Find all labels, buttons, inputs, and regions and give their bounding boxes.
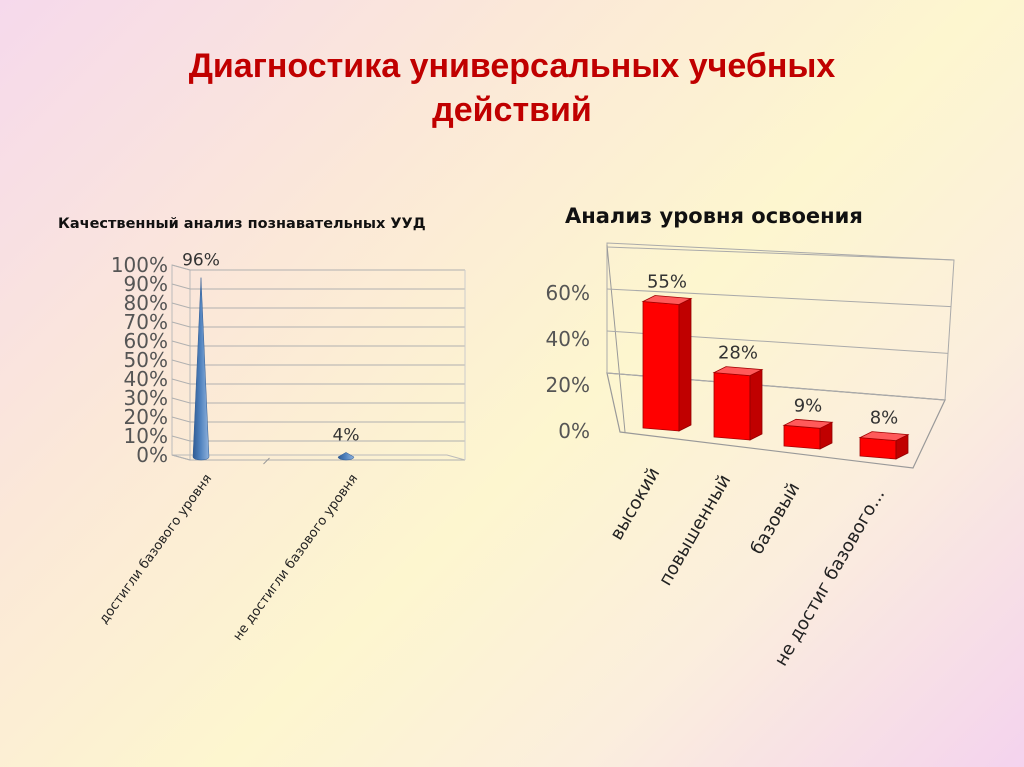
gridline — [171, 340, 465, 347]
y-tick-label: 40% — [124, 367, 168, 391]
gridline — [171, 454, 465, 461]
data-label: 55% — [647, 272, 687, 293]
bar-front-3 — [859, 437, 897, 460]
bar-top-0 — [641, 295, 693, 305]
data-label: 28% — [718, 343, 758, 364]
data-label: 96% — [182, 251, 220, 271]
category-label: повышенный — [655, 471, 735, 589]
y-tick-label: 50% — [124, 348, 168, 372]
chart-title-levels: Анализ уровня освоения — [565, 204, 863, 228]
gridline — [171, 283, 465, 290]
y-tick-label: 80% — [124, 291, 168, 315]
bar-top-3 — [858, 431, 910, 442]
data-label: 8% — [870, 408, 899, 429]
y-tick-label: 90% — [124, 272, 168, 296]
y-tick-label: 0% — [558, 419, 590, 443]
gridline — [606, 246, 955, 261]
side-edge — [606, 244, 626, 433]
y-tick-label: 60% — [546, 281, 590, 305]
y-tick-label: 40% — [546, 327, 590, 351]
y-tick-label: 0% — [136, 443, 168, 467]
gridline — [171, 378, 465, 385]
y-tick-label: 60% — [124, 329, 168, 353]
bar-front-1 — [713, 372, 751, 441]
bar-top-2 — [782, 418, 834, 429]
slide-title-line1: Диагностика универсальных учебных — [188, 47, 836, 85]
gridline — [171, 359, 465, 366]
bar-front-2 — [783, 424, 821, 450]
bar-front-0 — [642, 301, 680, 432]
category-tick — [263, 457, 270, 465]
chart-title-cognitive: Качественный анализ познавательных УУД — [58, 216, 426, 232]
gridline — [171, 416, 465, 423]
gridline — [171, 435, 465, 442]
slide-title: Диагностика универсальных учебных действ… — [0, 44, 1024, 132]
gridline — [606, 288, 952, 308]
bar-side-0 — [678, 297, 692, 432]
gridline — [171, 321, 465, 328]
data-label: 9% — [794, 395, 823, 416]
category-label: высокий — [606, 464, 664, 544]
bar-top-1 — [712, 366, 764, 377]
category-label: базовый — [747, 479, 805, 558]
y-tick-label: 30% — [124, 386, 168, 410]
data-label: 4% — [333, 425, 360, 445]
y-tick-label: 70% — [124, 310, 168, 334]
bar-side-1 — [749, 368, 763, 441]
cone-bar-1 — [337, 452, 355, 461]
slide-title-line2: действий — [432, 91, 592, 129]
gridline — [171, 264, 465, 271]
gridline — [171, 302, 465, 309]
y-tick-label: 100% — [111, 253, 168, 277]
y-tick-label: 10% — [124, 424, 168, 448]
y-tick-label: 20% — [546, 373, 590, 397]
cone-bar-0 — [192, 277, 210, 461]
y-tick-label: 20% — [124, 405, 168, 429]
gridline — [171, 397, 465, 404]
